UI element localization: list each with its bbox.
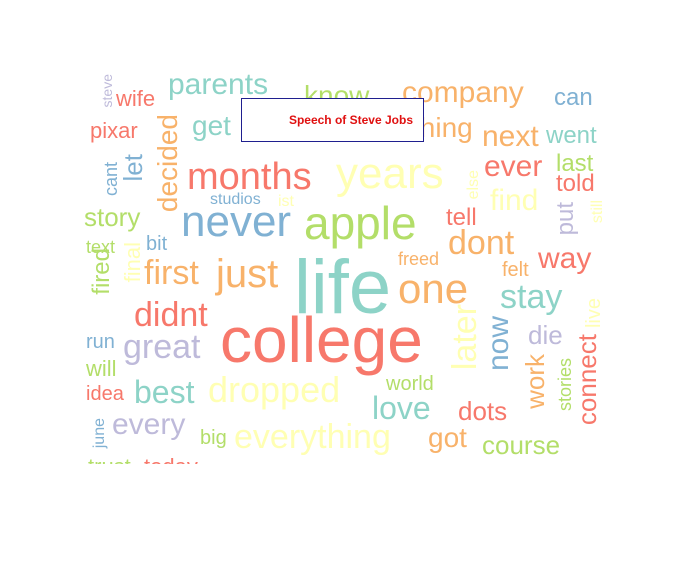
word-live: live: [583, 298, 605, 329]
word-idea: idea: [86, 383, 124, 405]
word-last: last: [556, 150, 594, 177]
word-cant: cant: [101, 162, 121, 197]
word-stay: stay: [500, 278, 563, 316]
word-never: never: [181, 197, 292, 246]
word-love: love: [372, 390, 431, 426]
word-told: told: [556, 170, 595, 197]
word-world: world: [386, 373, 434, 395]
word-big: big: [200, 427, 227, 449]
word-great: great: [123, 328, 201, 366]
chart-title: Speech of Steve Jobs: [288, 113, 413, 127]
word-ist: ist: [278, 193, 294, 210]
word-find: find: [490, 184, 539, 217]
word-trust: trust: [88, 456, 131, 465]
word-went: went: [546, 122, 597, 149]
word-final: final: [120, 242, 145, 283]
word-wife: wife: [116, 86, 156, 111]
word-work: work: [520, 354, 550, 409]
word-later: later: [446, 304, 484, 371]
word-will: will: [86, 356, 117, 381]
word-years: years: [336, 149, 444, 198]
word-got: got: [428, 422, 467, 453]
word-steve: steve: [99, 74, 115, 108]
word-everything: everything: [234, 418, 391, 456]
word-dont: dont: [448, 224, 515, 262]
word-still: still: [589, 200, 606, 224]
word-put: put: [552, 202, 579, 236]
word-can: can: [554, 84, 593, 111]
word-freed: freed: [398, 249, 440, 269]
word-story: story: [84, 202, 141, 232]
word-cloud: life college apple never years one just months d…: [82, 72, 622, 464]
word-june: june: [91, 418, 108, 449]
word-now: now: [482, 316, 515, 372]
word-today: today: [144, 456, 198, 465]
word-tell: tell: [446, 204, 477, 231]
word-next: next: [482, 120, 539, 153]
word-bit: bit: [146, 233, 168, 255]
word-pixar: pixar: [90, 118, 138, 143]
title-box: Speech of Steve Jobs: [241, 98, 424, 142]
word-else: else: [465, 170, 482, 200]
word-college: college: [220, 304, 423, 376]
word-course: course: [482, 430, 561, 460]
word-text: text: [86, 237, 116, 257]
word-months: months: [187, 156, 312, 198]
word-connect: connect: [572, 334, 602, 426]
word-best: best: [134, 374, 195, 410]
word-dots: dots: [458, 396, 508, 426]
word-way: way: [538, 242, 592, 275]
word-didnt: didnt: [134, 296, 208, 334]
word-felt: felt: [502, 259, 529, 281]
word-life: life: [294, 245, 392, 330]
word-first: first: [144, 254, 199, 292]
word-just: just: [216, 252, 279, 296]
word-let: let: [118, 154, 148, 182]
word-ever: ever: [484, 150, 543, 183]
word-decided: decided: [152, 114, 183, 213]
word-run: run: [86, 331, 115, 353]
word-stories: stories: [555, 358, 575, 412]
word-one: one: [398, 265, 469, 312]
word-get: get: [192, 110, 231, 141]
word-die: die: [528, 320, 563, 350]
word-studios: studios: [210, 191, 261, 208]
word-every: every: [112, 408, 186, 441]
word-apple: apple: [304, 197, 417, 249]
word-parents: parents: [168, 72, 269, 101]
word-dropped: dropped: [208, 369, 341, 410]
